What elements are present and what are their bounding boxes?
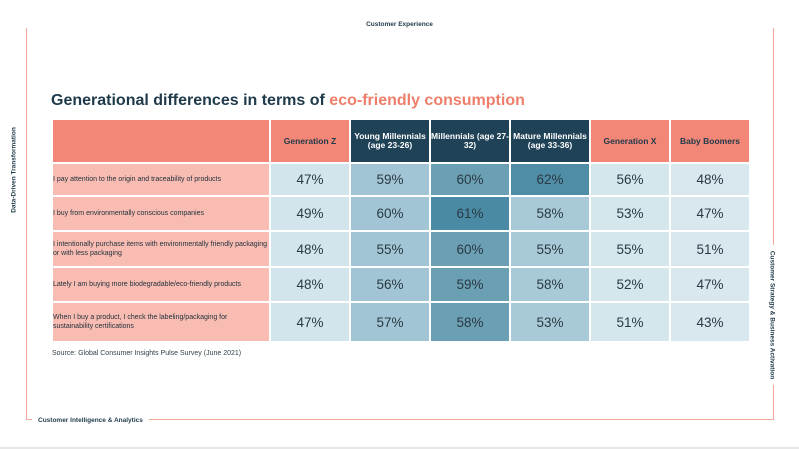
title-accent: eco-friendly consumption xyxy=(329,92,525,109)
table-row: Lately I am buying more biodegradable/ec… xyxy=(53,268,749,301)
table-cell: 61% xyxy=(431,197,509,230)
table-header-row: Generation Z Young Millennials (age 23-2… xyxy=(53,120,749,162)
table-cell: 47% xyxy=(271,164,349,195)
table-cell: 53% xyxy=(511,303,589,341)
header-label: Customer Experience xyxy=(360,21,439,28)
table-cell: 60% xyxy=(431,164,509,195)
page-title: Generational differences in terms of eco… xyxy=(51,92,525,110)
table-cell: 58% xyxy=(511,197,589,230)
column-header: Baby Boomers xyxy=(671,120,749,162)
table-row: I intentionally purchase items with envi… xyxy=(53,232,749,266)
row-label: I intentionally purchase items with envi… xyxy=(53,232,269,266)
right-side-label: Customer Strategy & Business Activation xyxy=(768,244,776,386)
table-cell: 48% xyxy=(271,268,349,301)
table-cell: 60% xyxy=(431,232,509,266)
column-header: Generation X xyxy=(591,120,669,162)
column-header: Young Millennials (age 23-26) xyxy=(351,120,429,162)
table-cell: 51% xyxy=(671,232,749,266)
table-cell: 52% xyxy=(591,268,669,301)
table-cell: 59% xyxy=(351,164,429,195)
title-main: Generational differences in terms of xyxy=(51,92,330,109)
table-cell: 62% xyxy=(511,164,589,195)
bottom-divider xyxy=(0,447,799,449)
table-row: I pay attention to the origin and tracea… xyxy=(53,164,749,195)
header-label-wrap: Customer Experience xyxy=(0,21,799,28)
table-cell: 53% xyxy=(591,197,669,230)
table-row: When I buy a product, I check the labeli… xyxy=(53,303,749,341)
table-cell: 55% xyxy=(351,232,429,266)
column-header: Mature Millennials (age 33-36) xyxy=(511,120,589,162)
table-cell: 48% xyxy=(671,164,749,195)
row-label: Lately I am buying more biodegradable/ec… xyxy=(53,268,269,301)
table-cell: 56% xyxy=(351,268,429,301)
table-cell: 59% xyxy=(431,268,509,301)
table-cell: 51% xyxy=(591,303,669,341)
table-cell: 55% xyxy=(511,232,589,266)
table-cell: 57% xyxy=(351,303,429,341)
table-cell: 58% xyxy=(431,303,509,341)
row-label: I pay attention to the origin and tracea… xyxy=(53,164,269,195)
table-cell: 47% xyxy=(671,268,749,301)
table-cell: 47% xyxy=(671,197,749,230)
table-cell: 43% xyxy=(671,303,749,341)
table-corner-cell xyxy=(53,120,269,162)
table-cell: 58% xyxy=(511,268,589,301)
left-side-label: Data-Driven Transformation xyxy=(10,121,18,219)
footer-label: Customer Intelligence & Analytics xyxy=(32,417,149,424)
row-label: When I buy a product, I check the labeli… xyxy=(53,303,269,341)
column-header: Millennials (age 27-32) xyxy=(431,120,509,162)
table-cell: 60% xyxy=(351,197,429,230)
table-cell: 55% xyxy=(591,232,669,266)
table-cell: 48% xyxy=(271,232,349,266)
table-cell: 47% xyxy=(271,303,349,341)
column-header: Generation Z xyxy=(271,120,349,162)
table-cell: 56% xyxy=(591,164,669,195)
table-cell: 49% xyxy=(271,197,349,230)
row-label: I buy from environmentally conscious com… xyxy=(53,197,269,230)
table-row: I buy from environmentally conscious com… xyxy=(53,197,749,230)
source-note: Source: Global Consumer Insights Pulse S… xyxy=(52,350,242,357)
data-table: Generation Z Young Millennials (age 23-2… xyxy=(51,118,751,343)
